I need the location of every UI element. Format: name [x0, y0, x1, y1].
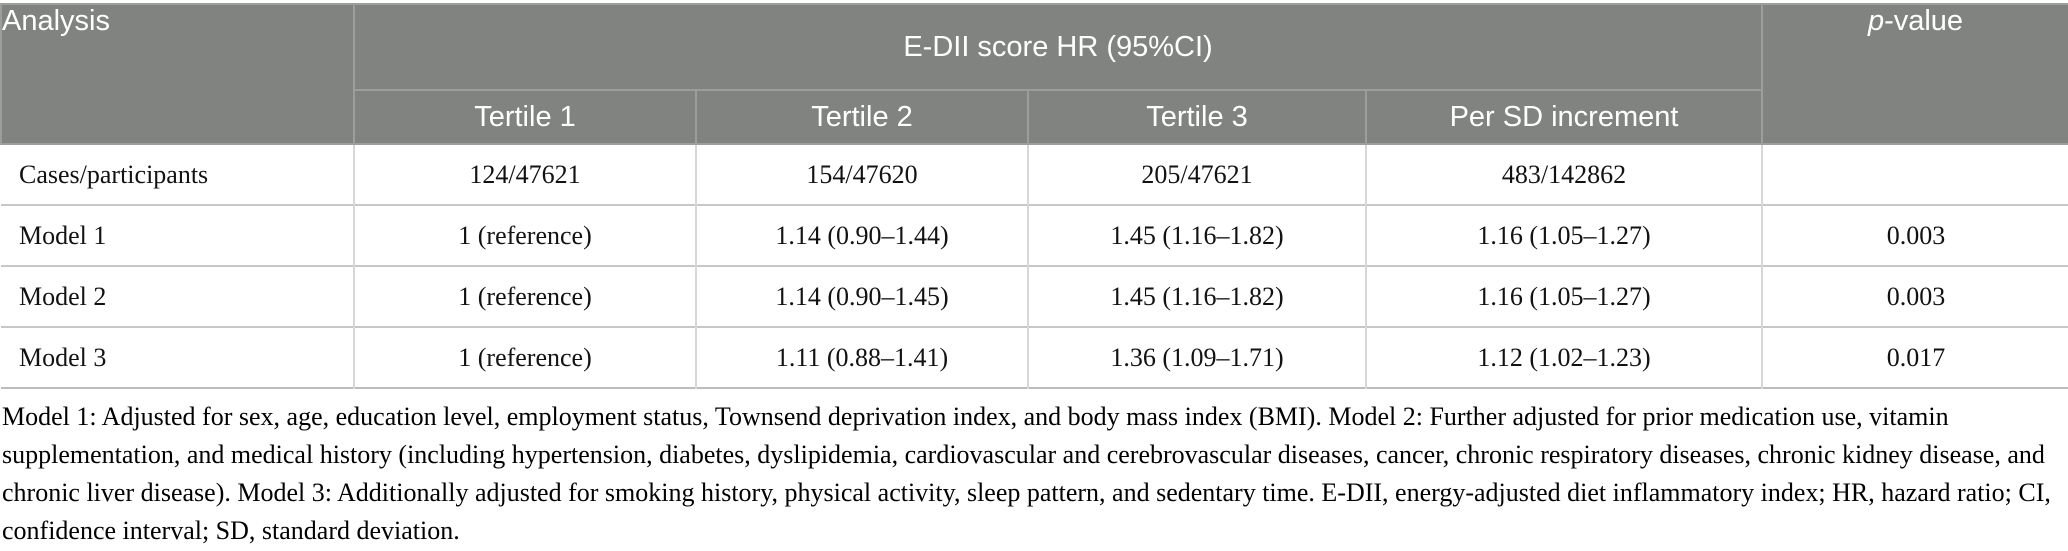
pvalue-italic-p: p: [1867, 5, 1885, 37]
column-header-pvalue: p-value: [1761, 3, 2068, 145]
cell-tertile2: 1.14 (0.90–1.44): [695, 204, 1029, 266]
row-label: Cases/participants: [1, 143, 355, 205]
column-header-tertile-3: Tertile 3: [1027, 89, 1367, 145]
column-header-analysis: Analysis: [0, 3, 355, 145]
table-row-model-3: Model 3 1 (reference) 1.11 (0.88–1.41) 1…: [1, 326, 2068, 388]
results-table: Analysis E-DII score HR (95%CI) p-value …: [0, 3, 2068, 389]
cell-per-sd: 1.16 (1.05–1.27): [1364, 204, 1764, 266]
column-header-edii-group: E-DII score HR (95%CI): [352, 3, 1764, 91]
cell-tertile2: 1.11 (0.88–1.41): [695, 326, 1029, 388]
cell-pvalue: 0.003: [1761, 265, 2068, 327]
table-row-model-2: Model 2 1 (reference) 1.14 (0.90–1.45) 1…: [1, 265, 2068, 327]
cell-tertile3: 1.45 (1.16–1.82): [1027, 265, 1367, 327]
cell-per-sd: 1.12 (1.02–1.23): [1364, 326, 1764, 388]
cell-tertile2: 1.14 (0.90–1.45): [695, 265, 1029, 327]
cell-tertile3: 1.36 (1.09–1.71): [1027, 326, 1367, 388]
header-row-group: Analysis E-DII score HR (95%CI) p-value: [0, 3, 2068, 145]
pvalue-rest: -value: [1884, 5, 1964, 37]
cell-tertile1: 1 (reference): [353, 265, 697, 327]
cell-per-sd: 483/142862: [1364, 143, 1764, 205]
column-header-tertile-1: Tertile 1: [353, 89, 697, 145]
cell-tertile1: 1 (reference): [353, 204, 697, 266]
cell-pvalue: 0.017: [1761, 326, 2068, 388]
column-header-tertile-2: Tertile 2: [695, 89, 1029, 145]
row-label: Model 1: [1, 204, 355, 266]
cell-tertile2: 154/47620: [695, 143, 1029, 205]
cell-per-sd: 1.16 (1.05–1.27): [1364, 265, 1764, 327]
cell-tertile1: 1 (reference): [353, 326, 697, 388]
table-footnote: Model 1: Adjusted for sex, age, educatio…: [2, 402, 2051, 545]
cell-pvalue: [1761, 143, 2068, 205]
header-row-subcolumns: Tertile 1 Tertile 2 Tertile 3 Per SD inc…: [1, 89, 2068, 145]
cell-tertile3: 205/47621: [1027, 143, 1367, 205]
table-row-model-1: Model 1 1 (reference) 1.14 (0.90–1.44) 1…: [1, 204, 2068, 266]
cell-pvalue: 0.003: [1761, 204, 2068, 266]
table-row-cases: Cases/participants 124/47621 154/47620 2…: [1, 143, 2068, 205]
cell-tertile3: 1.45 (1.16–1.82): [1027, 204, 1367, 266]
column-header-per-sd: Per SD increment: [1364, 89, 1764, 145]
row-label: Model 2: [1, 265, 355, 327]
cell-tertile1: 124/47621: [353, 143, 697, 205]
row-label: Model 3: [1, 326, 355, 388]
